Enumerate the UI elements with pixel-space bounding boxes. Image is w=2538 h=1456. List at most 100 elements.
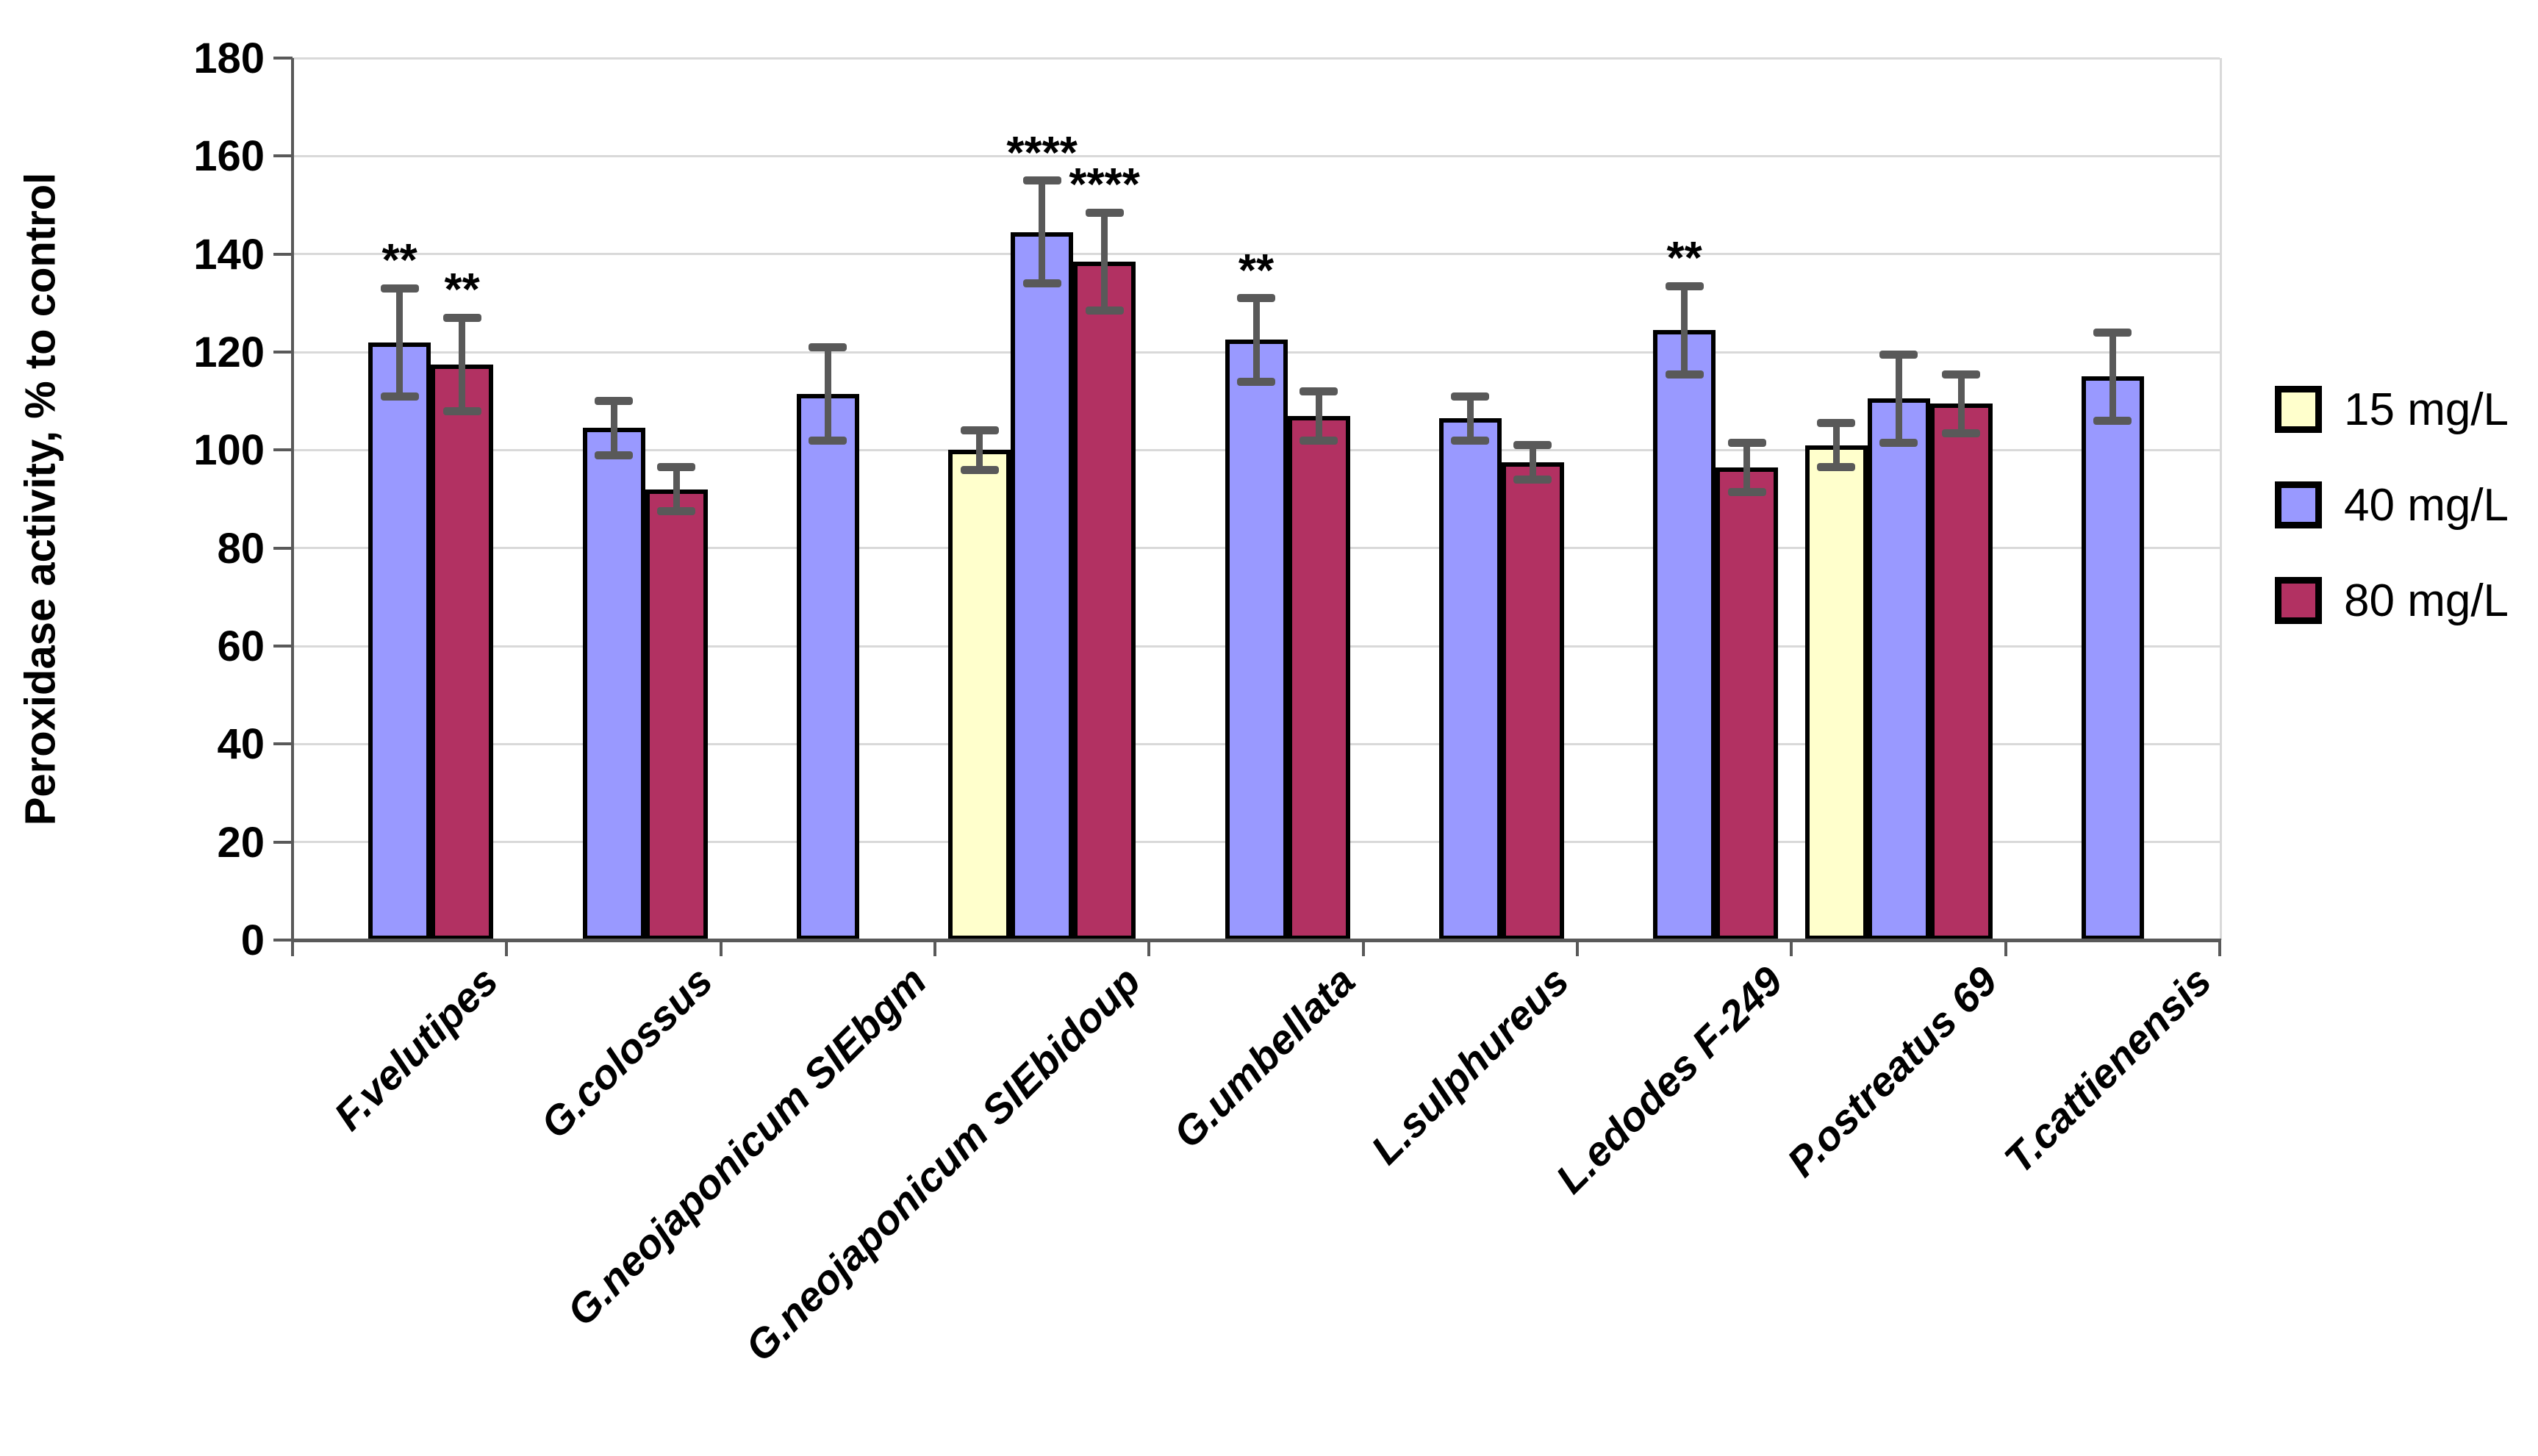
x-axis-tick <box>933 940 936 956</box>
error-bar-cap-top <box>442 313 481 322</box>
x-axis-tick <box>2218 940 2221 956</box>
error-bar-cap-bottom <box>1022 279 1061 288</box>
error-bar-cap-bottom <box>442 406 481 415</box>
error-bar-cap-bottom <box>1237 377 1275 386</box>
y-tick-label: 80 <box>217 524 265 573</box>
significance-stars: ** <box>444 265 480 316</box>
x-category-label: L.edodes F-249 <box>1546 957 1792 1202</box>
error-bar-line <box>1466 396 1474 440</box>
bar-l-edodes-f-249-40-mg-L <box>1653 330 1716 940</box>
error-bar-cap-bottom <box>960 465 999 474</box>
error-bar-cap-bottom <box>1879 438 1918 447</box>
y-axis-tick <box>273 154 293 158</box>
error-bar-cap-top <box>1942 370 1980 379</box>
bar-g-neojaponicum-siebgm-40-mg-L <box>796 393 859 940</box>
bar-g-neojaponicum-siebidoup-15-mg-L <box>948 450 1011 940</box>
error-bar-cap-bottom <box>1300 436 1338 445</box>
error-bar-line <box>2109 332 2116 421</box>
error-bar-cap-bottom <box>1942 428 1980 437</box>
bar-p-ostreatus-69-80-mg-L <box>1929 404 1993 940</box>
error-bar-line <box>1832 423 1840 467</box>
bar-g-neojaponicum-siebidoup-80-mg-L <box>1073 261 1136 940</box>
error-bar-cap-bottom <box>1727 487 1766 496</box>
legend-swatch-80-mg-L <box>2275 577 2322 624</box>
significance-stars: ** <box>1666 233 1702 284</box>
y-axis-tick <box>273 840 293 844</box>
x-axis <box>293 939 2221 942</box>
error-bar-line <box>1529 445 1536 480</box>
y-axis-tick <box>273 546 293 550</box>
y-tick-label: 20 <box>217 818 265 867</box>
y-axis-title: Peroxidase activity, % to control <box>16 172 65 826</box>
error-bar-line <box>1681 286 1688 374</box>
x-axis-tick <box>1361 940 1365 956</box>
error-bar-cap-top <box>1665 281 1704 290</box>
y-tick-label: 40 <box>217 720 265 769</box>
gridline <box>293 154 2220 157</box>
gridline <box>293 253 2220 256</box>
legend: 15 mg/L 40 mg/L 80 mg/L <box>2275 384 2509 626</box>
y-tick-label: 60 <box>217 623 265 670</box>
error-bar-cap-bottom <box>1513 475 1552 484</box>
error-bar-line <box>396 288 404 396</box>
error-bar-line <box>673 467 680 512</box>
x-axis-tick <box>1576 940 1579 956</box>
error-bar-cap-top <box>1817 419 1855 428</box>
error-bar-cap-top <box>380 284 419 293</box>
error-bar-cap-bottom <box>2093 416 2132 425</box>
error-bar-cap-top <box>657 463 695 472</box>
y-axis-tick <box>273 252 293 256</box>
error-bar-cap-bottom <box>657 507 695 516</box>
error-bar-cap-top <box>1022 176 1061 185</box>
error-bar-line <box>610 401 617 455</box>
significance-stars: ** <box>1238 245 1275 296</box>
bar-f-velutipes-40-mg-L <box>368 342 431 940</box>
x-category-label: G.umbellata <box>1164 957 1363 1157</box>
legend-label: 15 mg/L <box>2344 384 2509 435</box>
y-axis-tick <box>273 57 293 60</box>
error-bar-line <box>1315 391 1322 440</box>
error-bar-cap-top <box>1879 350 1918 359</box>
error-bar-cap-top <box>1513 441 1552 450</box>
error-bar-line <box>1039 180 1046 284</box>
error-bar-cap-top <box>809 343 847 351</box>
x-category-label: G.neojaponicum SIEbgm <box>558 957 936 1335</box>
x-category-label: T.cattienensis <box>1995 957 2220 1183</box>
bar-f-velutipes-80-mg-L <box>431 364 494 940</box>
y-axis-tick <box>273 448 293 452</box>
bar-t-cattienensis-40-mg-L <box>2081 376 2144 940</box>
y-axis <box>291 58 294 940</box>
x-category-label: L.sulphureus <box>1362 957 1578 1173</box>
y-tick-label: 120 <box>193 329 265 376</box>
legend-swatch-40-mg-L <box>2275 481 2322 528</box>
error-bar-cap-top <box>1727 438 1766 447</box>
legend-row: 15 mg/L <box>2275 384 2509 435</box>
bar-g-colossus-80-mg-L <box>645 489 708 940</box>
y-axis-tick <box>273 351 293 354</box>
y-tick-label: 100 <box>193 426 265 475</box>
y-axis-tick <box>273 645 293 648</box>
bar-g-colossus-40-mg-L <box>582 428 645 940</box>
x-axis-tick <box>291 940 294 956</box>
error-bar-line <box>459 318 466 411</box>
error-bar-line <box>1101 212 1108 311</box>
y-axis-tick <box>273 939 293 942</box>
bar-l-edodes-f-249-80-mg-L <box>1716 467 1779 940</box>
x-axis-tick <box>505 940 509 956</box>
error-bar-cap-top <box>1300 387 1338 395</box>
bar-p-ostreatus-69-40-mg-L <box>1867 398 1930 940</box>
gridline <box>293 57 2220 60</box>
x-axis-tick <box>1147 940 1151 956</box>
error-bar-cap-bottom <box>595 451 633 459</box>
error-bar-line <box>1895 354 1902 443</box>
legend-label: 40 mg/L <box>2344 479 2509 531</box>
legend-row: 40 mg/L <box>2275 479 2509 531</box>
bar-g-umbellata-40-mg-L <box>1225 340 1288 940</box>
y-tick-label: 160 <box>193 132 265 181</box>
error-bar-cap-bottom <box>1665 370 1704 379</box>
y-tick-label: 0 <box>240 917 265 964</box>
error-bar-line <box>1252 298 1260 381</box>
error-bar-line <box>1957 374 1965 433</box>
error-bar-cap-top <box>595 397 633 406</box>
